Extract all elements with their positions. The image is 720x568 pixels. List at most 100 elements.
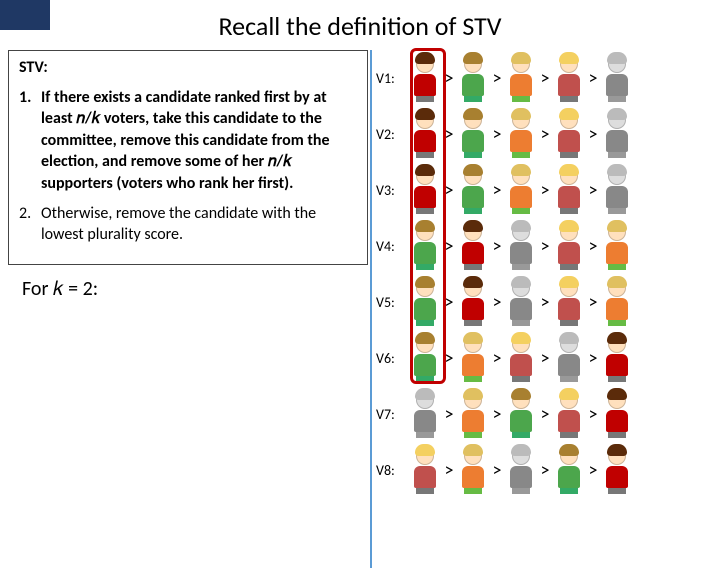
stv-item-number: 2. xyxy=(19,203,41,246)
stv-item-text: Otherwise, remove the candidate with the… xyxy=(41,203,357,246)
preference-separator: > xyxy=(440,123,458,145)
preference-separator: > xyxy=(536,179,554,201)
slide-title: Recall the definition of STV xyxy=(0,0,720,50)
voter-row: V4: > > > > xyxy=(376,218,712,274)
candidate-gray xyxy=(506,446,536,494)
preference-separator: > xyxy=(536,291,554,313)
voter-row: V1: > > > > xyxy=(376,50,712,106)
candidate-red xyxy=(602,446,632,494)
voter-row: V8: > > > > xyxy=(376,442,712,498)
preference-separator: > xyxy=(536,403,554,425)
candidate-green xyxy=(458,110,488,158)
candidate-red xyxy=(602,334,632,382)
candidate-blonde xyxy=(554,166,584,214)
candidate-green xyxy=(410,334,440,382)
candidate-green xyxy=(458,54,488,102)
candidate-blonde xyxy=(506,334,536,382)
preference-separator: > xyxy=(584,123,602,145)
preference-separator: > xyxy=(536,235,554,257)
candidate-blonde xyxy=(554,390,584,438)
candidate-gray xyxy=(410,390,440,438)
voter-row: V6: > > > > xyxy=(376,330,712,386)
slide-corner xyxy=(0,0,50,30)
preference-separator: > xyxy=(440,347,458,369)
voter-label: V8: xyxy=(376,462,410,479)
candidate-blonde xyxy=(554,110,584,158)
left-panel: STV: 1.If there exists a candidate ranke… xyxy=(8,50,368,498)
preference-separator: > xyxy=(584,291,602,313)
preference-separator: > xyxy=(584,459,602,481)
candidate-blonde xyxy=(554,222,584,270)
voter-label: V6: xyxy=(376,350,410,367)
preference-separator: > xyxy=(440,179,458,201)
stv-definition-box: STV: 1.If there exists a candidate ranke… xyxy=(8,50,368,265)
candidate-blonde xyxy=(554,54,584,102)
candidate-green xyxy=(410,278,440,326)
preference-separator: > xyxy=(488,67,506,89)
candidate-red xyxy=(410,166,440,214)
preference-separator: > xyxy=(584,347,602,369)
candidate-gray xyxy=(506,278,536,326)
candidate-orange xyxy=(458,446,488,494)
preference-separator: > xyxy=(584,67,602,89)
candidate-green xyxy=(554,446,584,494)
preference-separator: > xyxy=(440,403,458,425)
preference-separator: > xyxy=(440,459,458,481)
preference-separator: > xyxy=(584,235,602,257)
preference-separator: > xyxy=(536,67,554,89)
candidate-red xyxy=(458,278,488,326)
voter-label: V4: xyxy=(376,238,410,255)
candidate-green xyxy=(458,166,488,214)
voter-label: V1: xyxy=(376,70,410,87)
stv-item-text: If there exists a candidate ranked first… xyxy=(41,87,357,195)
voter-label: V7: xyxy=(376,406,410,423)
voter-row: V7: > > > > xyxy=(376,386,712,442)
candidate-gray xyxy=(602,166,632,214)
preference-separator: > xyxy=(488,403,506,425)
candidate-gray xyxy=(506,222,536,270)
stv-item: 2.Otherwise, remove the candidate with t… xyxy=(19,203,357,246)
voter-label: V2: xyxy=(376,126,410,143)
slide-content: STV: 1.If there exists a candidate ranke… xyxy=(0,50,720,498)
preference-separator: > xyxy=(488,123,506,145)
preference-separator: > xyxy=(584,403,602,425)
preference-separator: > xyxy=(536,459,554,481)
candidate-orange xyxy=(458,390,488,438)
stv-label: STV: xyxy=(19,57,357,79)
preference-separator: > xyxy=(488,347,506,369)
preference-separator: > xyxy=(584,179,602,201)
preference-separator: > xyxy=(440,235,458,257)
preference-separator: > xyxy=(536,123,554,145)
candidate-blonde xyxy=(410,446,440,494)
preference-separator: > xyxy=(488,459,506,481)
candidate-red xyxy=(410,54,440,102)
preference-separator: > xyxy=(440,67,458,89)
voter-row: V5: > > > > xyxy=(376,274,712,330)
right-panel: V1: > > > > V2: > > > > V3: > > > > V4: > > > > V5: > > > > V6: > >… xyxy=(368,50,712,498)
candidate-green xyxy=(506,390,536,438)
candidate-orange xyxy=(602,222,632,270)
voter-label: V5: xyxy=(376,294,410,311)
candidate-red xyxy=(458,222,488,270)
for-k-text: For 𝑘 = 2: xyxy=(22,277,368,301)
candidate-blonde xyxy=(554,278,584,326)
vertical-divider xyxy=(370,50,372,568)
candidate-gray xyxy=(602,54,632,102)
stv-item: 1.If there exists a candidate ranked fir… xyxy=(19,87,357,195)
candidate-orange xyxy=(506,166,536,214)
candidate-orange xyxy=(506,110,536,158)
candidate-orange xyxy=(602,278,632,326)
preference-separator: > xyxy=(488,291,506,313)
stv-item-number: 1. xyxy=(19,87,41,195)
candidate-red xyxy=(410,110,440,158)
preference-separator: > xyxy=(488,179,506,201)
voter-row: V2: > > > > xyxy=(376,106,712,162)
preference-separator: > xyxy=(536,347,554,369)
candidate-red xyxy=(602,390,632,438)
candidate-gray xyxy=(602,110,632,158)
voter-label: V3: xyxy=(376,182,410,199)
preference-separator: > xyxy=(488,235,506,257)
preference-separator: > xyxy=(440,291,458,313)
candidate-gray xyxy=(554,334,584,382)
candidate-orange xyxy=(458,334,488,382)
